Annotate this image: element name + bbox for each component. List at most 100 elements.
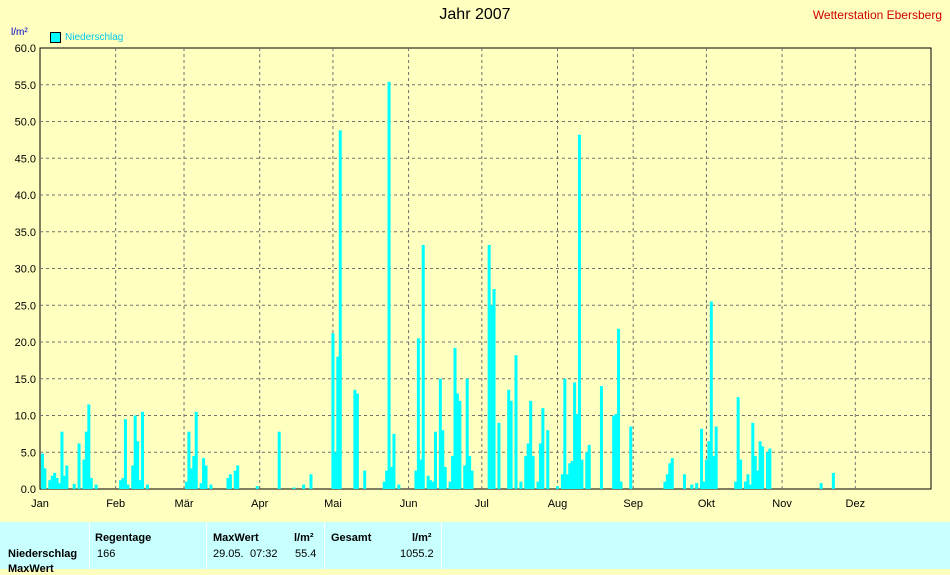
precipitation-bar (492, 289, 496, 489)
precipitation-bar (382, 481, 386, 489)
precipitation-bar (570, 461, 574, 489)
precipitation-bar (192, 455, 196, 489)
precipitation-bar (580, 459, 584, 489)
precipitation-bar (84, 431, 88, 489)
precipitation-bar (189, 468, 193, 489)
precipitation-bar (333, 452, 337, 489)
y-tick-label: 15.0 (15, 374, 36, 386)
y-tick-label: 25.0 (15, 300, 36, 312)
precipitation-bar (575, 414, 579, 489)
y-axis-unit: l/m² (11, 27, 28, 38)
x-tick-label: Aug (548, 498, 568, 510)
precipitation-bar (82, 459, 86, 489)
precipitation-bar (507, 389, 511, 489)
precipitation-bar (392, 433, 396, 489)
precipitation-bar (663, 481, 667, 489)
precipitation-bar (433, 431, 437, 489)
y-tick-label: 20.0 (15, 337, 36, 349)
precipitation-bar (136, 441, 140, 489)
y-tick-label: 10.0 (15, 411, 36, 423)
precipitation-bar (468, 455, 472, 489)
precipitation-bar (487, 244, 491, 489)
precipitation-bar (465, 378, 469, 489)
precipitation-bar (131, 465, 135, 489)
precipitation-bar (665, 474, 669, 489)
precipitation-bar (309, 474, 313, 489)
precipitation-bar (668, 463, 672, 489)
precipitation-bar (458, 400, 462, 489)
precipitation-bar (397, 484, 401, 489)
precipitation-bar (531, 455, 535, 489)
precipitation-bar (77, 443, 81, 489)
precipitation-bar (390, 466, 394, 489)
precipitation-bar (448, 481, 452, 489)
precipitation-bar (387, 81, 391, 489)
precipitation-bar (490, 305, 494, 489)
legend-swatch (50, 32, 61, 43)
precipitation-bar (123, 419, 127, 489)
precipitation-bar (453, 347, 457, 489)
precipitation-bar (541, 408, 545, 489)
precipitation-bar (536, 481, 540, 489)
regentage-value: 166 (97, 548, 116, 560)
precipitation-bar (355, 393, 359, 489)
precipitation-bar (126, 484, 130, 489)
precipitation-bar (441, 430, 445, 489)
maxwert-value: 55.4 (295, 548, 317, 560)
precipitation-bar (470, 470, 474, 489)
y-tick-label: 45.0 (15, 153, 36, 165)
x-tick-label: Mai (324, 498, 342, 510)
y-tick-label: 60.0 (15, 43, 36, 55)
precipitation-bar (443, 466, 447, 489)
precipitation-bar (187, 431, 191, 489)
precipitation-bar (363, 470, 367, 489)
precipitation-bar (573, 382, 577, 489)
x-tick-label: Jun (400, 498, 418, 510)
precipitation-bar (426, 475, 430, 489)
precipitation-bar (519, 481, 523, 489)
stats-separator (89, 522, 90, 569)
x-tick-label: Okt (698, 498, 715, 510)
precipitation-bar (65, 465, 69, 489)
precipitation-bar (338, 130, 342, 489)
precipitation-bar (565, 474, 569, 489)
y-tick-label: 35.0 (15, 227, 36, 239)
precipitation-bar (765, 452, 769, 489)
y-tick-label: 50.0 (15, 117, 36, 129)
maxwert-header: MaxWert (213, 532, 259, 544)
precipitation-bar (48, 480, 52, 489)
precipitation-bar (629, 426, 633, 489)
x-tick-label: Sep (623, 498, 643, 510)
precipitation-bar (58, 483, 62, 489)
maxwert-unit: l/m² (294, 532, 314, 544)
precipitation-bar (302, 484, 306, 489)
precipitation-bar (734, 481, 738, 489)
precipitation-chart: 0.0 5.0 10.0 15.0 20.0 25.0 30.0 35.0 40.0 45.0 50… (15, 43, 932, 510)
chart-title: Jahr 2007 (439, 6, 511, 23)
precipitation-bar (614, 414, 618, 489)
precipitation-bar (236, 465, 240, 489)
precipitation-bar (209, 484, 213, 489)
precipitation-bar (758, 441, 762, 489)
precipitation-bar (292, 487, 296, 489)
precipitation-bar (617, 328, 621, 489)
precipitation-bar (50, 475, 54, 489)
x-tick-label: Jan (31, 498, 49, 510)
precipitation-bar (509, 400, 513, 489)
precipitation-bar (62, 475, 66, 489)
precipitation-bar (72, 483, 76, 489)
precipitation-bar (587, 444, 591, 489)
precipitation-bar (184, 481, 188, 489)
precipitation-bar (431, 481, 435, 489)
precipitation-bar (463, 465, 467, 489)
precipitation-bar (421, 244, 425, 489)
precipitation-bar (202, 458, 206, 489)
y-tick-label: 5.0 (21, 447, 36, 459)
precipitation-bar (204, 465, 208, 489)
legend-label: Niederschlag (65, 32, 124, 43)
precipitation-bar (199, 483, 203, 489)
gesamt-value: 1055.2 (400, 548, 434, 560)
precipitation-bar (419, 459, 423, 489)
precipitation-bar (709, 301, 713, 489)
precipitation-bar (546, 430, 550, 489)
